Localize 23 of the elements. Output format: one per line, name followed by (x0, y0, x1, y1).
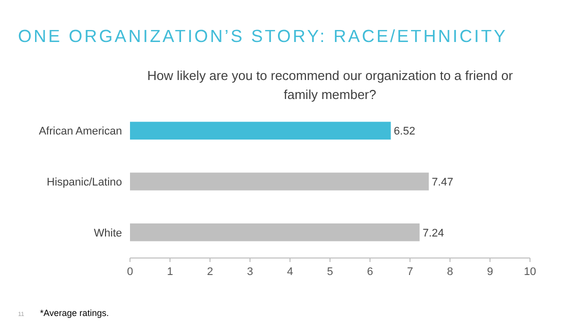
y-tick-label: African American (38, 126, 122, 138)
bar (130, 122, 391, 140)
x-tick-label: 10 (524, 266, 536, 278)
x-tick-label: 8 (446, 266, 454, 278)
x-tick-label: 1 (166, 266, 174, 278)
chart-subtitle: How likely are you to recommend our organization to a friend or family member? (147, 68, 514, 102)
chart-title: ONE ORGANIZATION’S STORY: RACE/ETHNICITY (18, 26, 508, 46)
x-tick-label: 9 (486, 266, 494, 278)
x-tick-label: 5 (326, 266, 334, 278)
x-tick-label: 4 (286, 266, 294, 278)
x-tick-label: 0 (126, 266, 134, 278)
x-tick-label: 3 (246, 266, 254, 278)
data-label: 6.52 (394, 126, 416, 138)
bar (130, 172, 429, 190)
text: *Average ratings. (40, 308, 109, 318)
data-label: 7.47 (432, 176, 454, 188)
x-tick-label: 7 (406, 266, 414, 278)
x-tick-label: 6 (366, 266, 374, 278)
bar (130, 223, 420, 242)
y-tick-label: Hispanic/Latino (46, 176, 122, 188)
data-label: 7.24 (422, 227, 444, 240)
x-tick-label: 2 (206, 266, 214, 278)
y-tick-label: White (94, 227, 122, 240)
